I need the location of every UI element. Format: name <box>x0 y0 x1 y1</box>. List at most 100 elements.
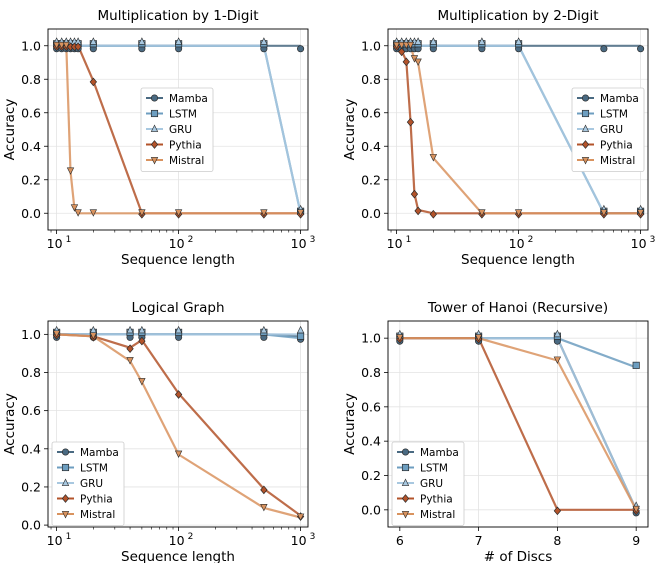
y-tick-label: 0.8 <box>21 365 41 380</box>
plot-frame <box>47 320 309 528</box>
x-tick-label: 8 <box>553 533 561 548</box>
x-tick-label: 10 <box>169 236 185 251</box>
data-point-gru <box>126 325 134 334</box>
data-point-mistral <box>392 41 401 50</box>
series-markers <box>52 325 305 521</box>
legend-label: GRU <box>80 478 103 490</box>
legend-label: LSTM <box>169 109 197 121</box>
legend-label: Mistral <box>169 155 204 167</box>
legend-label: Mamba <box>600 93 639 105</box>
data-point-gru <box>174 37 183 45</box>
legend-marker-mamba <box>150 94 159 102</box>
x-axis-label: Sequence length <box>461 252 575 268</box>
data-point-mistral <box>62 41 70 50</box>
x-tick-exponent: 3 <box>650 235 656 245</box>
data-point-mistral <box>553 356 562 364</box>
legend-marker-pythia <box>61 494 70 503</box>
data-point-pythia <box>429 209 437 219</box>
data-point-gru <box>478 37 486 45</box>
x-tick-exponent: 1 <box>406 235 412 245</box>
legend-frame <box>571 87 645 172</box>
data-point-pythia <box>406 117 415 127</box>
chart-panel-1: 0.00.20.40.60.81.010 1 10 2 10 3Multiplicatio… <box>2 8 315 268</box>
data-point-mistral <box>396 334 404 342</box>
legend-label: GRU <box>420 478 443 490</box>
y-tick-label: 0.8 <box>361 365 381 380</box>
data-point-gru <box>414 37 422 45</box>
data-point-gru <box>260 325 268 334</box>
data-point-gru <box>138 37 146 45</box>
data-point-gru <box>296 325 305 334</box>
y-tick-label: 0.0 <box>361 206 381 221</box>
y-axis-label: Accuracy <box>342 393 358 455</box>
data-point-pythia <box>402 57 410 67</box>
x-tick-exponent: 3 <box>310 532 316 542</box>
y-tick-label: 0.4 <box>361 139 381 154</box>
legend-marker-lstm <box>401 463 410 472</box>
x-tick-exponent: 2 <box>188 532 194 542</box>
data-point-mistral <box>296 513 305 521</box>
data-point-mistral <box>66 167 75 175</box>
legend: Mamba LSTM GRU Pythia Mistral <box>391 441 465 526</box>
data-point-mistral <box>138 378 146 386</box>
data-point-gru <box>138 325 146 334</box>
legend-label: GRU <box>600 124 623 136</box>
y-tick-label: 0.0 <box>361 502 381 517</box>
legend: Mamba LSTM GRU Pythia Mistral <box>140 87 214 172</box>
y-tick-label: 1.0 <box>21 38 41 53</box>
x-tick-label: 10 <box>387 236 403 251</box>
y-tick-label: 1.0 <box>361 331 381 346</box>
series-markers <box>52 37 305 219</box>
chart-title: Logical Graph <box>131 300 224 316</box>
y-tick-label: 0.6 <box>361 105 381 120</box>
x-axis-label: Sequence length <box>121 252 235 268</box>
data-point-pythia <box>553 506 562 516</box>
legend-label: Mamba <box>420 447 459 459</box>
chart-title: Multiplication by 2-Digit <box>438 8 599 24</box>
x-tick-label: 10 <box>509 236 525 251</box>
data-point-mistral <box>414 58 422 66</box>
y-tick-label: 1.0 <box>21 327 41 342</box>
data-point-pythia <box>138 336 146 346</box>
data-point-pythia <box>89 77 97 87</box>
data-point-pythia <box>414 206 422 216</box>
data-point-mistral <box>89 209 98 217</box>
data-point-mistral <box>514 209 523 217</box>
y-tick-label: 0.0 <box>21 206 41 221</box>
y-tick-label: 0.6 <box>361 399 381 414</box>
data-point-pythia <box>410 189 419 199</box>
series-markers <box>392 37 645 219</box>
y-tick-label: 0.2 <box>21 479 41 494</box>
data-point-pythia <box>174 390 183 399</box>
legend-label: Mistral <box>420 509 455 521</box>
data-point-pythia <box>260 485 268 495</box>
legend-marker-gru <box>61 478 70 486</box>
legend-marker-mistral <box>401 511 410 519</box>
data-point-mistral <box>474 334 483 342</box>
y-tick-label: 0.2 <box>361 468 381 483</box>
data-point-mamba <box>297 45 305 53</box>
y-axis-label: Accuracy <box>2 393 18 455</box>
data-point-mistral <box>397 41 406 50</box>
series-markers <box>396 329 640 517</box>
chart-panel-4: 0.0 0.2 0.4 0.6 0.8 1.0 6 7 8 9 Tower of Hanoi (Re… <box>342 300 649 563</box>
series-line-lstm <box>399 337 637 369</box>
legend-label: Pythia <box>420 494 453 506</box>
x-tick-exponent: 2 <box>188 235 194 245</box>
data-point-mistral <box>52 41 61 50</box>
y-tick-label: 0.6 <box>21 105 41 120</box>
chart-panels: 0.00.20.40.60.81.010 1 10 2 10 3Multiplicatio… <box>2 8 655 563</box>
y-tick-label: 0.8 <box>361 72 381 87</box>
legend-marker-pythia <box>581 140 590 149</box>
legend-marker-lstm <box>581 109 590 118</box>
legend: Mamba LSTM GRU Pythia Mistral <box>51 441 125 526</box>
data-point-mistral <box>260 504 268 512</box>
y-axis-label: Accuracy <box>342 99 358 161</box>
data-point-lstm <box>632 361 640 369</box>
legend-marker-mamba <box>401 448 410 456</box>
data-point-mistral <box>406 41 415 50</box>
data-point-mistral <box>70 204 79 212</box>
legend: Mamba LSTM GRU Pythia Mistral <box>571 87 645 172</box>
x-tick-exponent: 1 <box>66 532 72 542</box>
